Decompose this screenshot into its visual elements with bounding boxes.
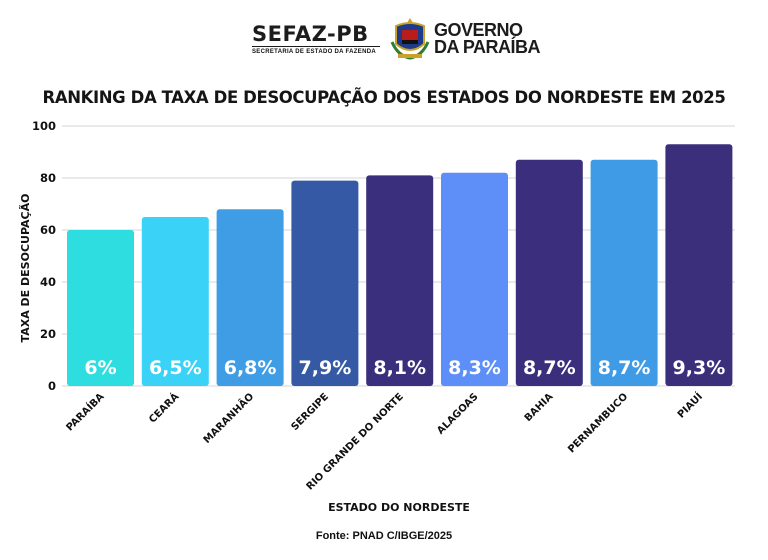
bar-data-label: 8,7% [523,357,576,379]
bar-data-label: 6% [84,357,116,379]
bar-data-label: 8,3% [448,357,501,379]
bar-data-label: 7,9% [299,357,352,379]
x-tick-label: BAHIA [523,391,556,424]
bar [665,144,733,386]
paraiba-crest-icon [390,18,430,60]
governo-logo-line1: GOVERNO [434,20,523,40]
bar [141,217,209,386]
x-axis-title: ESTADO DO NORDESTE [328,501,470,514]
chart-title: RANKING DA TAXA DE DESOCUPAÇÃO DOS ESTAD… [42,88,726,107]
source-note: Fonte: PNAD C/IBGE/2025 [315,530,453,542]
bar-data-label: 8,7% [598,357,651,379]
bar-data-label: 8,1% [373,357,426,379]
governo-logo: GOVERNO DA PARAÍBA [434,20,541,57]
bar [590,159,658,386]
governo-logo-line2: DA PARAÍBA [434,37,541,57]
sefaz-logo: SEFAZ-PB SECRETARIA DE ESTADO DA FAZENDA [252,22,380,55]
x-tick-label: CEARÁ [146,390,182,426]
sefaz-logo-title: SEFAZ-PB [252,22,369,46]
bar [366,175,434,386]
header: SEFAZ-PB SECRETARIA DE ESTADO DA FAZENDA… [0,16,768,60]
x-tick-label: SERGIPE [289,391,331,433]
y-tick-label: 40 [40,275,56,289]
x-tick-label: PIAUÍ [674,390,705,421]
bar [515,159,583,386]
x-tick-label: ALAGOAS [435,391,480,436]
y-tick-label: 20 [40,327,56,341]
bar [291,180,359,386]
bar [216,209,284,386]
y-tick-label: 80 [40,171,56,185]
y-tick-label: 0 [48,379,56,393]
bar [441,172,508,386]
y-tick-label: 60 [40,223,56,237]
x-tick-label: MARANHÃO [200,390,256,446]
bar-data-label: 6,5% [149,357,202,379]
bar-data-label: 6,8% [224,357,277,379]
x-tick-label: PERNAMBUCO [566,391,630,455]
sefaz-logo-subtitle: SECRETARIA DE ESTADO DA FAZENDA [252,46,380,55]
x-tick-label: PARAÍBA [63,390,107,434]
bar [67,230,134,386]
y-tick-label: 100 [32,119,56,133]
bar-data-label: 9,3% [673,357,726,379]
y-axis-title: TAXA DE DESOCUPAÇÃO [19,194,32,343]
